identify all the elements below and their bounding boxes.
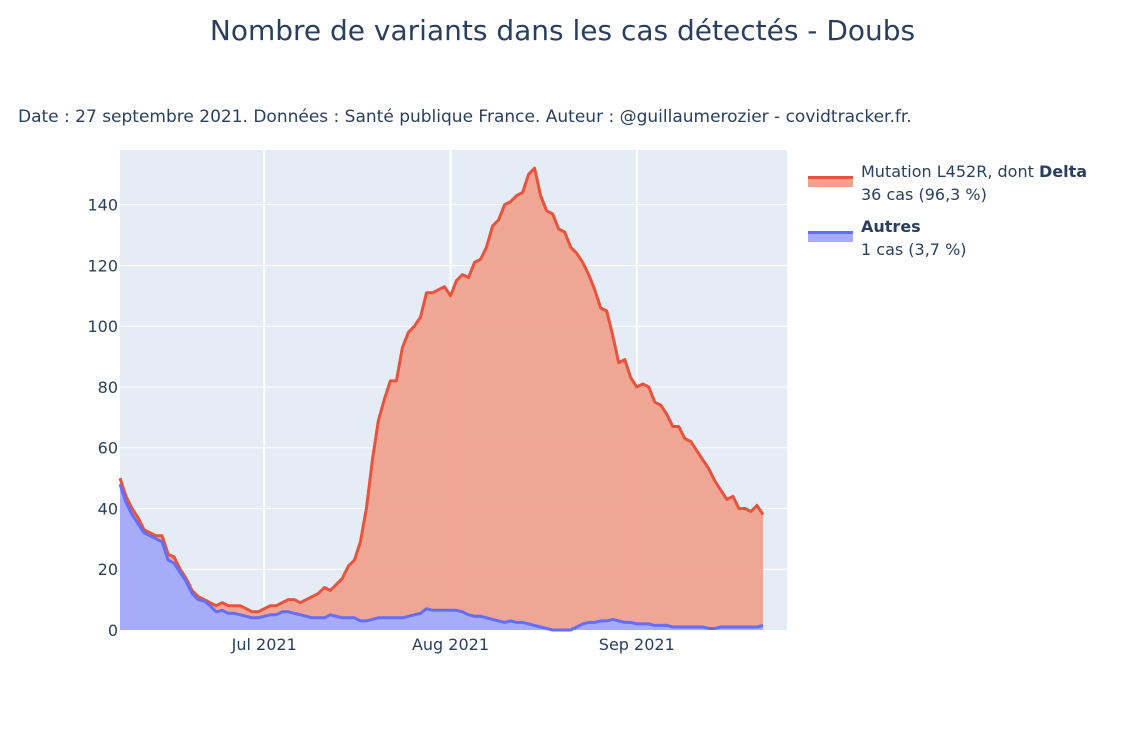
legend-label-bold: Autres [861,217,921,236]
y-tick-label: 140 [87,196,118,215]
y-tick-label: 40 [98,499,118,518]
legend-detail: 36 cas (96,3 %) [861,185,987,204]
delta-area [120,168,763,630]
x-tick-label: Aug 2021 [412,635,489,654]
y-tick-label: 120 [87,256,118,275]
x-axis: Jul 2021 Aug 2021 Sep 2021 [231,635,675,654]
y-tick-label: 60 [98,439,118,458]
autres-line [118,483,764,632]
y-tick-label: 20 [98,560,118,579]
legend-swatch-autres [808,231,853,242]
legend-item-delta[interactable]: Mutation L452R, dont Delta 36 cas (96,3 … [808,160,1087,206]
chart-subtitle: Date : 27 septembre 2021. Données : Sant… [18,107,912,127]
legend-label-prefix: Mutation L452R, dont [861,162,1039,181]
legend-item-autres[interactable]: Autres 1 cas (3,7 %) [808,215,1087,261]
x-tick-label: Jul 2021 [231,635,297,654]
y-tick-label: 80 [98,378,118,397]
y-tick-label: 100 [87,317,118,336]
chart-title: Nombre de variants dans les cas détectés… [209,14,916,47]
legend: Mutation L452R, dont Delta 36 cas (96,3 … [808,160,1087,270]
y-tick-label: 0 [108,621,118,640]
legend-label-bold: Delta [1038,162,1088,181]
chart-areas [118,166,765,632]
legend-detail: 1 cas (3,7 %) [861,240,967,259]
delta-line [118,166,765,614]
y-axis: 0 20 40 60 80 100 120 140 [87,196,118,640]
autres-area [120,484,763,630]
x-tick-label: Sep 2021 [599,635,675,654]
legend-swatch-delta [808,176,853,187]
